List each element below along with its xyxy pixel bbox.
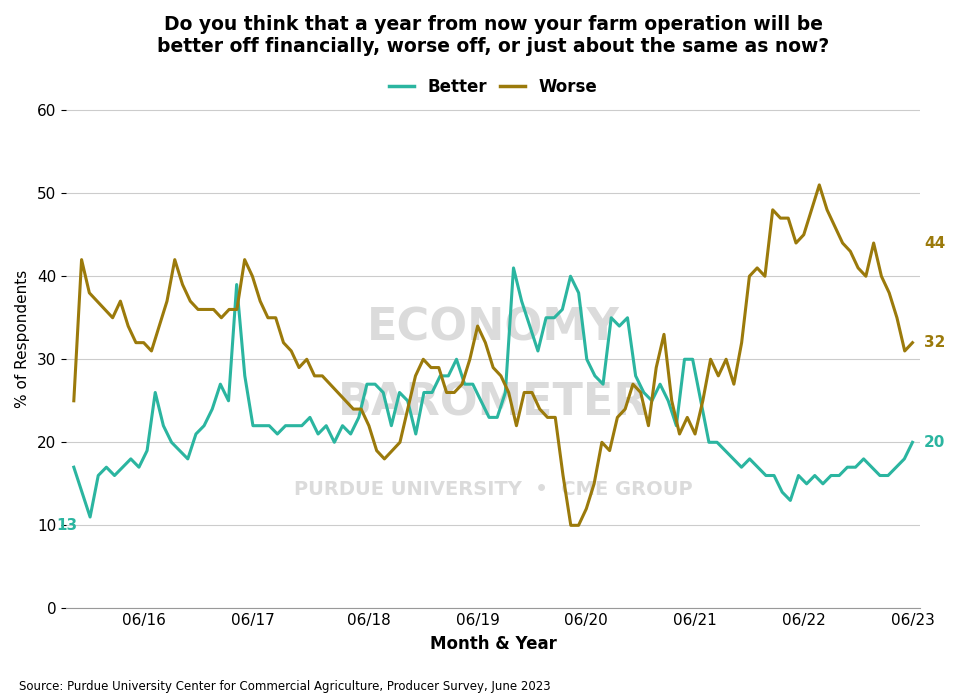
Text: 32: 32	[924, 335, 946, 350]
Text: 44: 44	[924, 235, 946, 251]
Text: BAROMETER: BAROMETER	[338, 382, 648, 425]
Text: PURDUE UNIVERSITY  •  CME GROUP: PURDUE UNIVERSITY • CME GROUP	[294, 480, 692, 499]
Legend: Better, Worse: Better, Worse	[382, 72, 604, 103]
Text: ECONOMY: ECONOMY	[367, 306, 619, 349]
Text: 20: 20	[924, 435, 946, 450]
X-axis label: Month & Year: Month & Year	[430, 635, 557, 653]
Y-axis label: % of Respondents: % of Respondents	[15, 269, 30, 408]
Text: 13: 13	[57, 518, 78, 533]
Text: Source: Purdue University Center for Commercial Agriculture, Producer Survey, Ju: Source: Purdue University Center for Com…	[19, 679, 551, 693]
Title: Do you think that a year from now your farm operation will be
better off financi: Do you think that a year from now your f…	[157, 15, 829, 56]
